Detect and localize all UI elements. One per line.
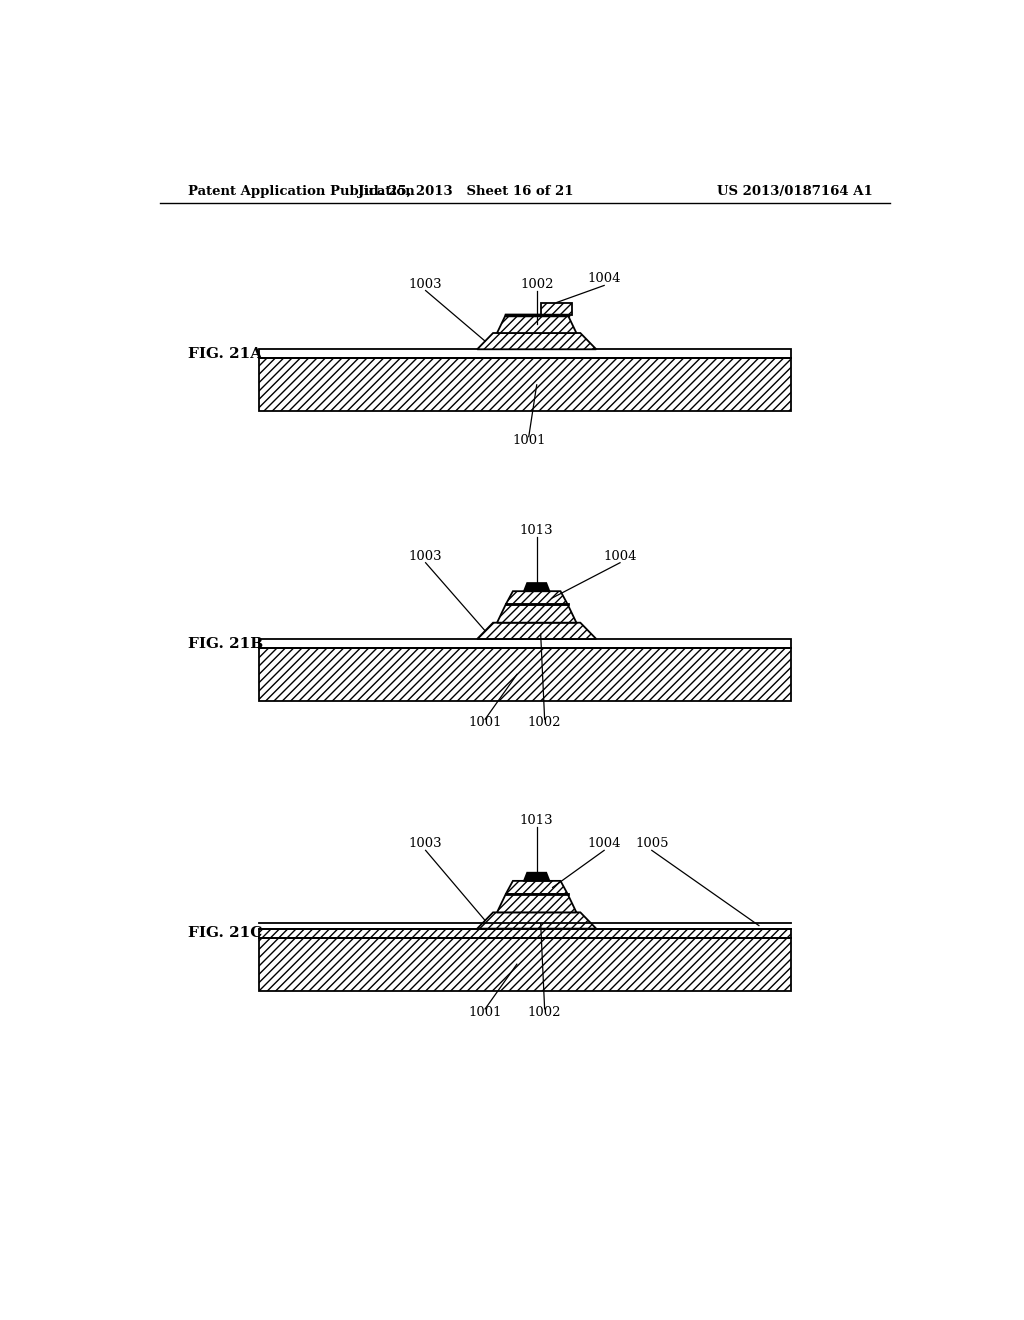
Text: 1003: 1003 bbox=[409, 549, 442, 562]
Text: 1003: 1003 bbox=[409, 277, 442, 290]
Polygon shape bbox=[497, 314, 577, 333]
Text: 1013: 1013 bbox=[520, 814, 554, 828]
Text: 1002: 1002 bbox=[528, 1006, 561, 1019]
Text: 1003: 1003 bbox=[409, 837, 442, 850]
Polygon shape bbox=[497, 894, 577, 912]
Text: FIG. 21B: FIG. 21B bbox=[187, 636, 263, 651]
Text: 1001: 1001 bbox=[468, 1006, 502, 1019]
Polygon shape bbox=[524, 583, 550, 591]
Text: 1002: 1002 bbox=[528, 717, 561, 730]
Text: 1013: 1013 bbox=[520, 524, 554, 537]
Polygon shape bbox=[506, 591, 567, 605]
Text: 1004: 1004 bbox=[588, 272, 621, 285]
Polygon shape bbox=[477, 623, 596, 639]
Bar bbox=[259, 648, 791, 701]
Text: 1002: 1002 bbox=[520, 277, 553, 290]
Polygon shape bbox=[524, 873, 550, 880]
Polygon shape bbox=[497, 605, 577, 623]
Text: Patent Application Publication: Patent Application Publication bbox=[187, 185, 415, 198]
Polygon shape bbox=[477, 333, 596, 350]
Text: 1004: 1004 bbox=[603, 549, 637, 562]
Bar bbox=[541, 302, 572, 314]
Bar bbox=[259, 350, 791, 359]
Bar bbox=[259, 359, 791, 412]
Text: 1001: 1001 bbox=[468, 717, 502, 730]
Text: 1004: 1004 bbox=[588, 837, 621, 850]
Text: US 2013/0187164 A1: US 2013/0187164 A1 bbox=[717, 185, 872, 198]
Text: 1005: 1005 bbox=[635, 837, 669, 850]
Text: FIG. 21A: FIG. 21A bbox=[187, 347, 262, 360]
Polygon shape bbox=[477, 912, 596, 929]
Bar bbox=[259, 639, 791, 648]
Polygon shape bbox=[506, 880, 567, 894]
Bar bbox=[259, 937, 791, 990]
Text: 1001: 1001 bbox=[512, 434, 546, 447]
Text: FIG. 21C: FIG. 21C bbox=[187, 927, 262, 940]
Text: Jul. 25, 2013   Sheet 16 of 21: Jul. 25, 2013 Sheet 16 of 21 bbox=[357, 185, 573, 198]
Bar bbox=[259, 929, 791, 937]
